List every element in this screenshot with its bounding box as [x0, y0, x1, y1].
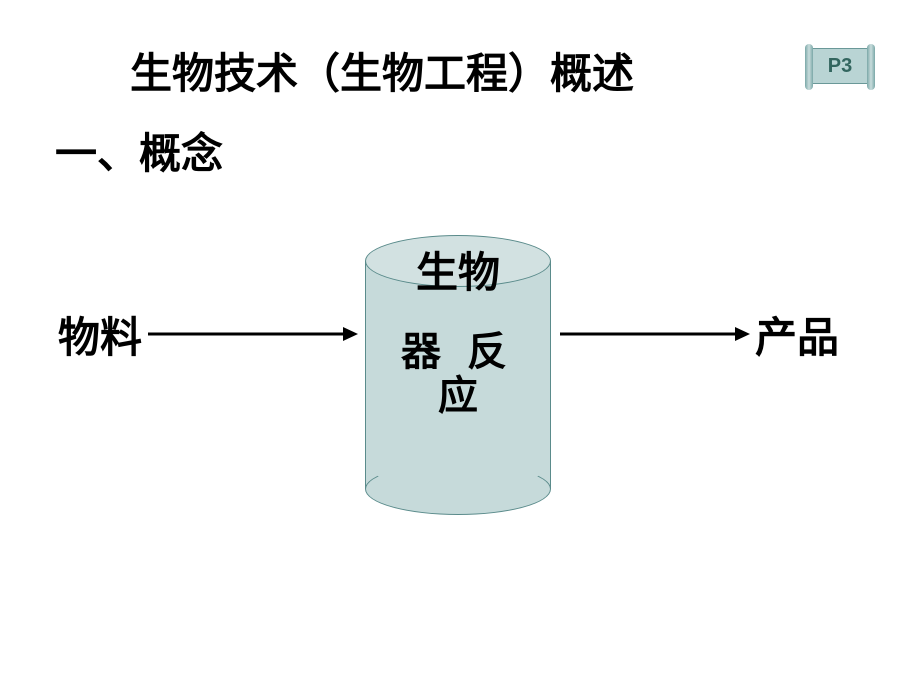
scroll-decoration-right — [867, 44, 875, 90]
output-label: 产品 — [755, 304, 839, 365]
arrow-output — [560, 324, 750, 344]
cylinder-bottom — [365, 463, 551, 515]
page-number-badge: P3 — [810, 48, 870, 84]
cylinder-mid-label-2: 应 — [365, 363, 551, 421]
page-title: 生物技术（生物工程）概述 — [130, 40, 634, 101]
input-label: 物料 — [58, 304, 142, 365]
cylinder-top-label: 生物 — [365, 239, 551, 300]
reactor-cylinder: 生物 器 反 应 — [365, 235, 551, 515]
section-subtitle: 一、概念 — [55, 120, 223, 181]
badge-text: P3 — [828, 55, 852, 78]
scroll-decoration-left — [805, 44, 813, 90]
concept-diagram: 物料 生物 器 反 应 产品 — [0, 200, 920, 540]
badge-flag: P3 — [810, 48, 870, 84]
arrow-input — [148, 324, 358, 344]
